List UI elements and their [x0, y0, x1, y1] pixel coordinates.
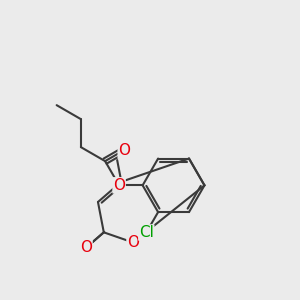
Text: O: O [118, 142, 130, 158]
Text: O: O [113, 178, 125, 193]
Text: O: O [80, 240, 92, 255]
Text: Cl: Cl [139, 225, 154, 240]
Text: O: O [127, 235, 139, 250]
